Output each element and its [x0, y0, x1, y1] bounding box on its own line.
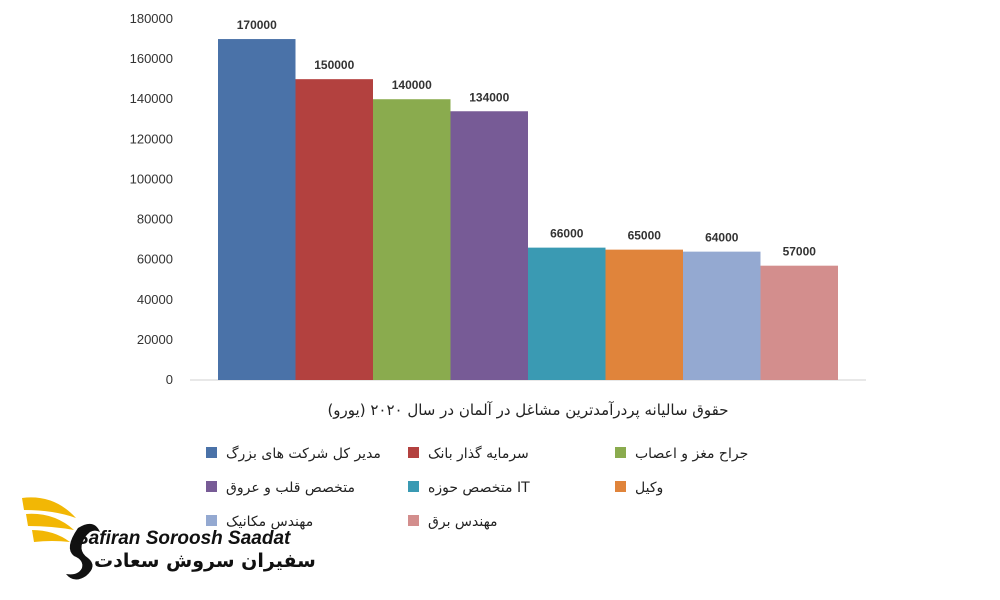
y-tick-label: 120000 — [130, 131, 173, 146]
y-tick-label: 80000 — [137, 212, 173, 227]
bar-value-label: 66000 — [550, 227, 584, 241]
legend-swatch — [615, 447, 626, 458]
legend-label: مدیر کل شرکت های بزرگ — [226, 444, 381, 462]
legend-swatch — [408, 447, 419, 458]
bar — [760, 265, 838, 380]
x-axis-title: حقوق سالیانه پردرآمدترین مشاغل در آلمان … — [327, 401, 728, 420]
legend-label: سرمایه گذار بانک — [428, 445, 529, 462]
bar-value-label: 170000 — [237, 18, 277, 32]
y-tick-label: 0 — [166, 372, 173, 387]
legend-label: مهندس مکانیک — [226, 514, 313, 530]
bar — [528, 247, 606, 380]
legend-swatch — [206, 515, 217, 526]
legend-label: مهندس برق — [428, 514, 498, 530]
y-tick-label: 180000 — [130, 11, 173, 26]
bar — [295, 79, 373, 381]
bar-value-label: 64000 — [705, 231, 739, 245]
bars — [218, 39, 838, 381]
y-tick-label: 160000 — [130, 51, 173, 66]
y-axis: 0200004000060000800001000001200001400001… — [130, 11, 866, 387]
legend-label: جراح مغز و اعصاب — [635, 446, 748, 462]
y-tick-label: 100000 — [130, 171, 173, 186]
legend-label: متخصص حوزه IT — [428, 480, 530, 496]
y-tick-label: 140000 — [130, 91, 173, 106]
bar — [373, 99, 451, 380]
bar-value-label: 134000 — [469, 90, 509, 104]
bar-value-label: 57000 — [783, 245, 817, 259]
legend-swatch — [615, 481, 626, 492]
legend: مدیر کل شرکت های بزرگ سرمایه گذار بانک جرا… — [206, 444, 748, 530]
logo-name-en: Safiran Soroosh Saadat — [76, 528, 291, 549]
y-tick-label: 20000 — [137, 332, 173, 347]
bar-value-label: 150000 — [314, 58, 354, 72]
legend-swatch — [206, 447, 217, 458]
value-labels: 170000 150000 140000 134000 66000 65000 64000 5… — [237, 18, 817, 259]
bar — [218, 39, 296, 381]
bar — [605, 249, 683, 380]
legend-label: متخصص قلب و عروق — [226, 480, 355, 496]
bar — [450, 111, 528, 380]
logo-name-fa: سفیران سروش سعادت — [94, 550, 316, 572]
legend-swatch — [206, 481, 217, 492]
y-tick-label: 60000 — [137, 252, 173, 267]
bar — [683, 251, 761, 380]
bar-value-label: 140000 — [392, 78, 432, 92]
legend-swatch — [408, 481, 419, 492]
wing-logo-icon — [22, 497, 100, 580]
legend-swatch — [408, 515, 419, 526]
company-logo: Safiran Soroosh Saadat سفیران سروش سعادت — [14, 488, 316, 588]
legend-label: وکیل — [635, 480, 663, 496]
y-tick-label: 40000 — [137, 292, 173, 307]
bar-value-label: 65000 — [628, 229, 662, 243]
